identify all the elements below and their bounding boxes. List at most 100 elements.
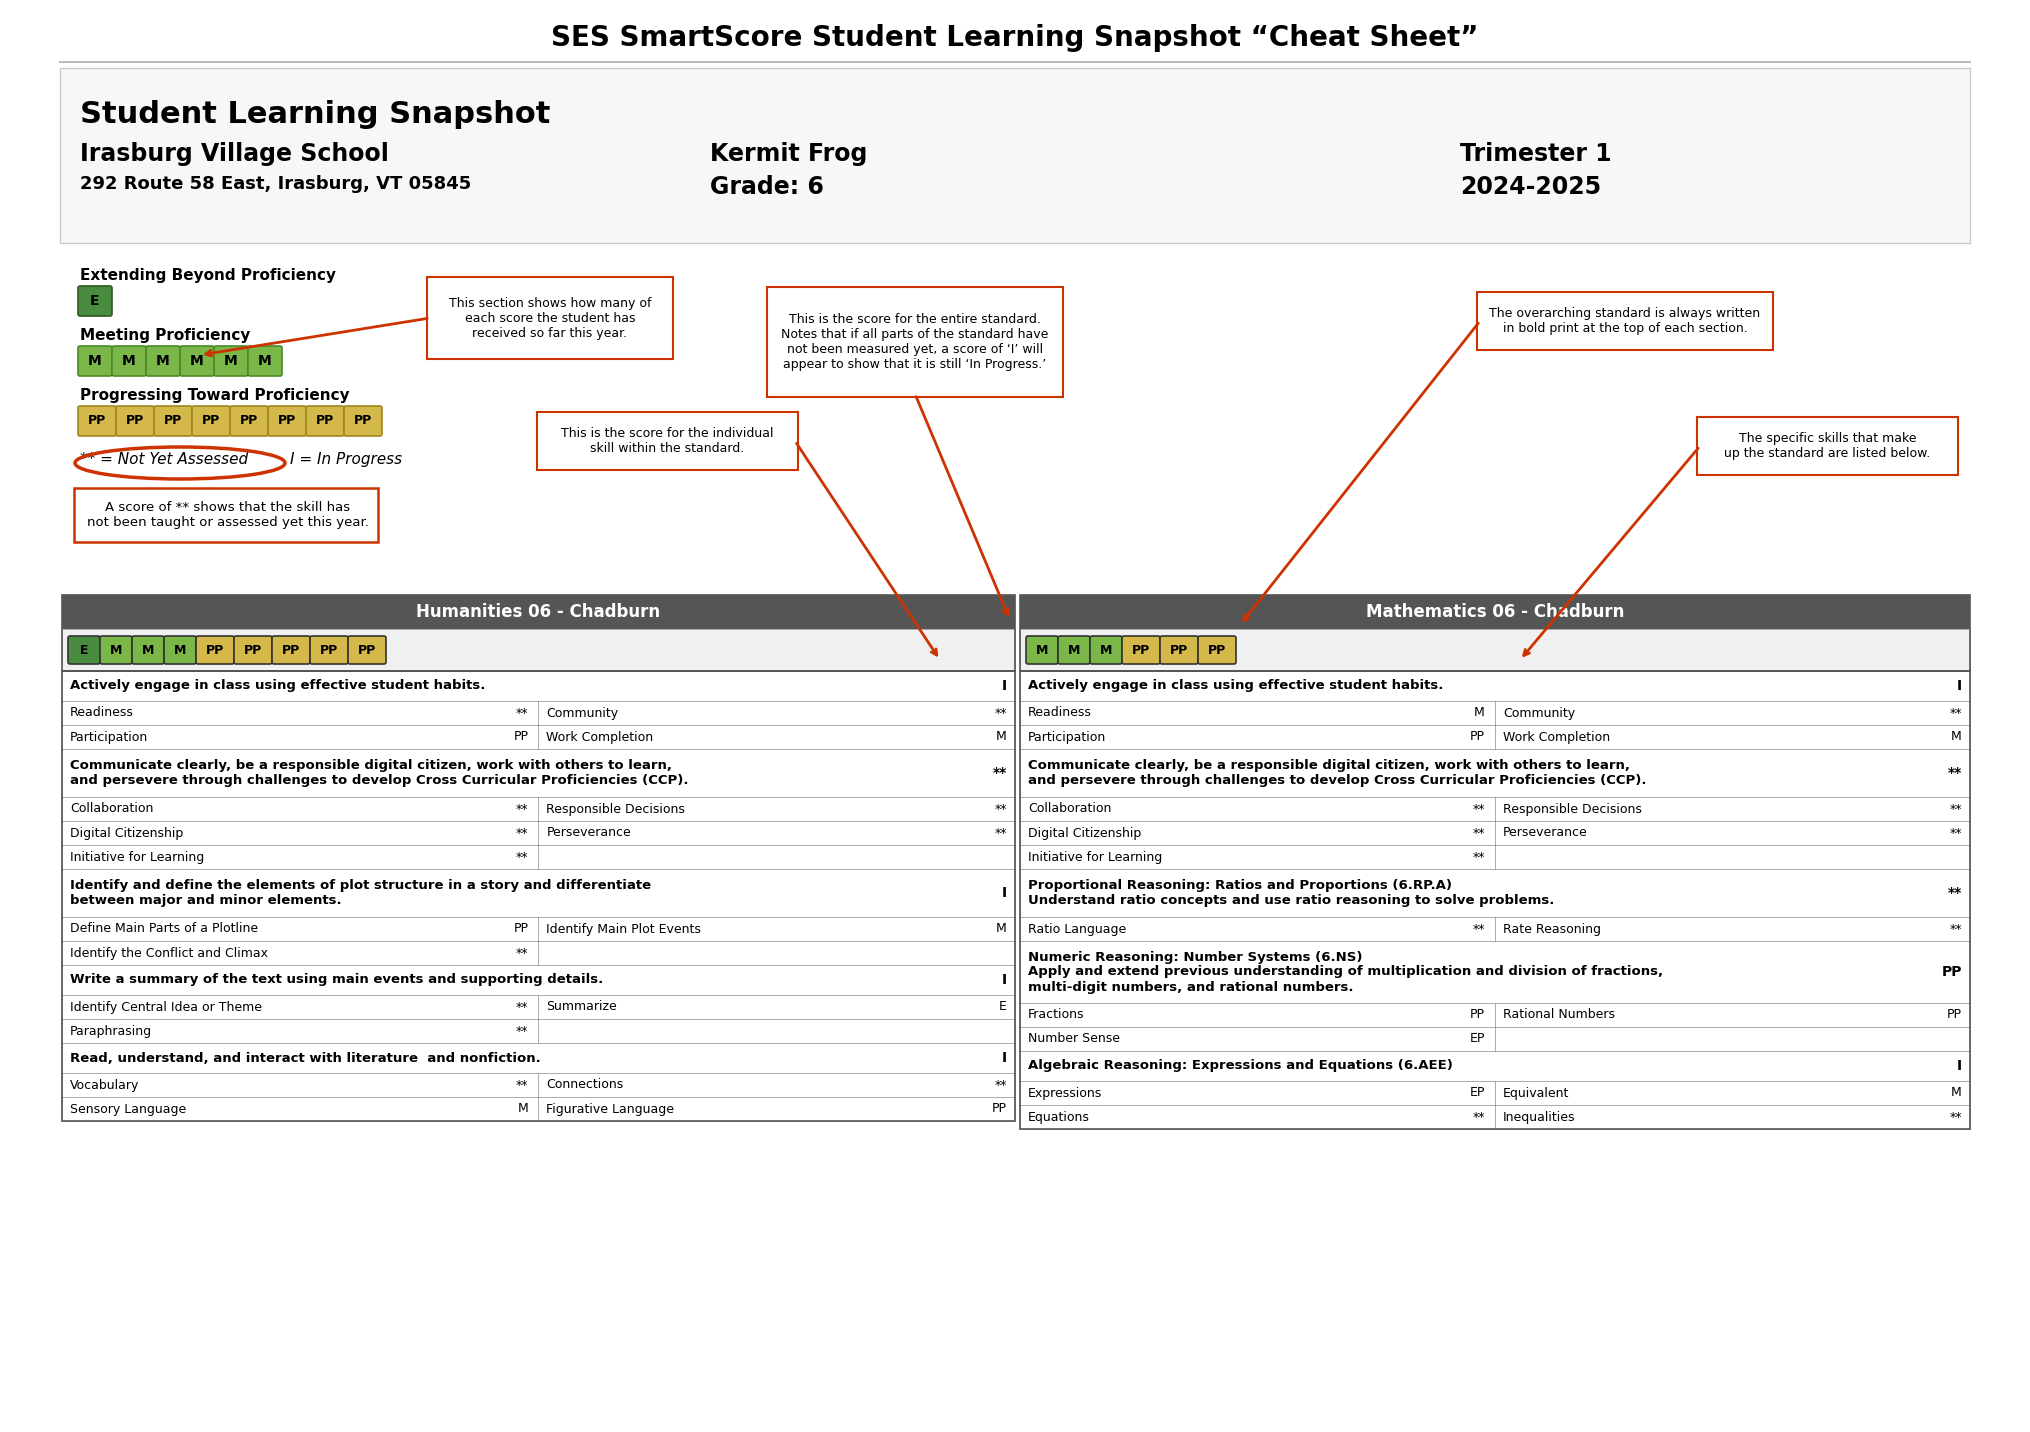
Text: Figurative Language: Figurative Language xyxy=(546,1103,674,1116)
Text: Define Main Parts of a Plotline: Define Main Parts of a Plotline xyxy=(69,922,258,935)
Bar xyxy=(1019,869,1969,916)
Text: Kermit Frog: Kermit Frog xyxy=(710,142,867,166)
Text: This is the score for the individual
skill within the standard.: This is the score for the individual ski… xyxy=(560,427,773,455)
Text: Communicate clearly, be a responsible digital citizen, work with others to learn: Communicate clearly, be a responsible di… xyxy=(69,759,688,788)
Text: **: ** xyxy=(1472,826,1486,839)
Text: PP: PP xyxy=(1941,965,1963,979)
Bar xyxy=(63,1042,1015,1073)
Bar xyxy=(1019,798,1969,821)
Text: I: I xyxy=(1003,1051,1007,1065)
FancyBboxPatch shape xyxy=(1058,636,1090,664)
Text: **: ** xyxy=(516,826,528,839)
Bar xyxy=(1019,1081,1969,1106)
Text: Perseverance: Perseverance xyxy=(1502,826,1587,839)
Text: Summarize: Summarize xyxy=(546,1001,617,1014)
Text: **: ** xyxy=(516,1001,528,1014)
Text: M: M xyxy=(1100,643,1112,656)
Text: Sensory Language: Sensory Language xyxy=(69,1103,187,1116)
Text: PP: PP xyxy=(240,414,258,428)
Bar xyxy=(63,725,1015,749)
Text: **: ** xyxy=(1947,766,1963,780)
Text: PP: PP xyxy=(353,414,371,428)
Text: M: M xyxy=(258,354,272,368)
Text: Rational Numbers: Rational Numbers xyxy=(1502,1008,1616,1021)
Text: **: ** xyxy=(995,1078,1007,1091)
Text: Participation: Participation xyxy=(1027,730,1106,743)
Text: Paraphrasing: Paraphrasing xyxy=(69,1024,152,1038)
Text: PP: PP xyxy=(514,922,528,935)
FancyBboxPatch shape xyxy=(311,636,347,664)
FancyBboxPatch shape xyxy=(116,407,154,435)
Bar xyxy=(1019,725,1969,749)
FancyBboxPatch shape xyxy=(1478,292,1772,349)
Text: PP: PP xyxy=(205,643,223,656)
Text: **: ** xyxy=(516,947,528,959)
Bar xyxy=(1019,596,1969,629)
Text: **: ** xyxy=(516,802,528,815)
Text: M: M xyxy=(175,643,187,656)
Bar xyxy=(1019,1051,1969,1081)
Text: Responsible Decisions: Responsible Decisions xyxy=(546,802,686,815)
Text: PP: PP xyxy=(164,414,183,428)
Text: PP: PP xyxy=(1470,730,1486,743)
Text: Collaboration: Collaboration xyxy=(69,802,154,815)
Text: E: E xyxy=(89,294,99,308)
Text: SES SmartScore Student Learning Snapshot “Cheat Sheet”: SES SmartScore Student Learning Snapshot… xyxy=(552,24,1478,52)
Text: PP: PP xyxy=(1947,1008,1963,1021)
FancyBboxPatch shape xyxy=(1123,636,1159,664)
Text: Proportional Reasoning: Ratios and Proportions (6.RP.A)
Understand ratio concept: Proportional Reasoning: Ratios and Propo… xyxy=(1027,879,1555,906)
Text: I: I xyxy=(1003,972,1007,987)
Bar xyxy=(63,821,1015,845)
Text: PP: PP xyxy=(1208,643,1226,656)
Text: M: M xyxy=(1068,643,1080,656)
Text: **: ** xyxy=(516,1024,528,1038)
Text: E: E xyxy=(79,643,87,656)
Text: Read, understand, and interact with literature  and nonfiction.: Read, understand, and interact with lite… xyxy=(69,1051,540,1064)
Text: Identify the Conflict and Climax: Identify the Conflict and Climax xyxy=(69,947,268,959)
Text: M: M xyxy=(110,643,122,656)
Text: Work Completion: Work Completion xyxy=(546,730,654,743)
Text: EP: EP xyxy=(1470,1087,1486,1100)
Text: **: ** xyxy=(1472,922,1486,935)
FancyBboxPatch shape xyxy=(347,636,386,664)
Bar xyxy=(63,916,1015,941)
Text: **: ** xyxy=(995,826,1007,839)
Bar xyxy=(63,869,1015,916)
Bar xyxy=(63,798,1015,821)
FancyBboxPatch shape xyxy=(213,347,248,377)
Text: M: M xyxy=(142,643,154,656)
Text: Progressing Toward Proficiency: Progressing Toward Proficiency xyxy=(79,388,349,402)
Text: M: M xyxy=(223,354,238,368)
Text: M: M xyxy=(1951,1087,1963,1100)
FancyBboxPatch shape xyxy=(1159,636,1198,664)
Text: **: ** xyxy=(1949,1110,1963,1124)
Text: Identify and define the elements of plot structure in a story and differentiate
: Identify and define the elements of plot… xyxy=(69,879,652,906)
Text: M: M xyxy=(87,354,102,368)
FancyBboxPatch shape xyxy=(99,636,132,664)
Text: M: M xyxy=(1951,730,1963,743)
Bar xyxy=(63,672,1015,702)
Bar xyxy=(1019,672,1969,702)
Text: Work Completion: Work Completion xyxy=(1502,730,1610,743)
Text: Collaboration: Collaboration xyxy=(1027,802,1110,815)
FancyBboxPatch shape xyxy=(229,407,268,435)
Text: Numeric Reasoning: Number Systems (6.NS)
Apply and extend previous understanding: Numeric Reasoning: Number Systems (6.NS)… xyxy=(1027,951,1663,994)
FancyBboxPatch shape xyxy=(197,636,233,664)
Bar xyxy=(1019,1002,1969,1027)
Text: Algebraic Reasoning: Expressions and Equations (6.AEE): Algebraic Reasoning: Expressions and Equ… xyxy=(1027,1060,1453,1073)
Text: M: M xyxy=(997,730,1007,743)
Bar xyxy=(63,596,1015,629)
Text: Vocabulary: Vocabulary xyxy=(69,1078,140,1091)
Bar xyxy=(1019,1027,1969,1051)
FancyBboxPatch shape xyxy=(181,347,213,377)
Text: PP: PP xyxy=(87,414,106,428)
Bar xyxy=(1019,596,1969,672)
Text: Meeting Proficiency: Meeting Proficiency xyxy=(79,328,250,344)
Text: Initiative for Learning: Initiative for Learning xyxy=(69,851,205,863)
Text: 2024-2025: 2024-2025 xyxy=(1460,175,1602,199)
Text: PP: PP xyxy=(357,643,376,656)
Text: Humanities 06 - Chadburn: Humanities 06 - Chadburn xyxy=(416,603,660,621)
Bar xyxy=(63,941,1015,965)
Bar xyxy=(63,1020,1015,1042)
Text: **: ** xyxy=(1472,851,1486,863)
